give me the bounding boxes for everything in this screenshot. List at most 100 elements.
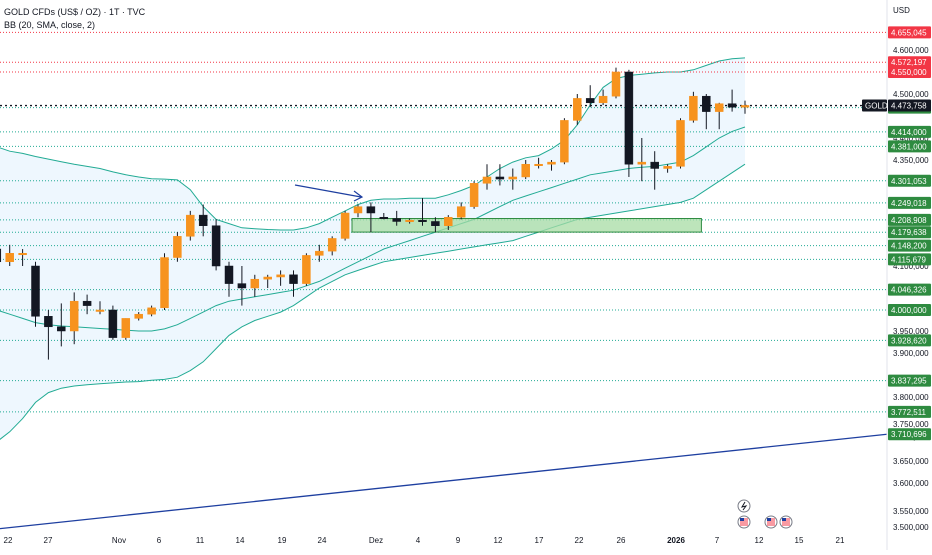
x-tick-label: 26 <box>617 536 626 545</box>
x-tick-label: 19 <box>278 536 287 545</box>
x-tick-label: Dez <box>369 536 383 545</box>
x-tick-label: 15 <box>795 536 804 545</box>
price-tag-green-bg <box>888 374 931 387</box>
price-tags-layer: 4.655,0454.572,1974.550,0004.469,0004.41… <box>862 26 931 441</box>
x-tick-label: 12 <box>755 536 764 545</box>
last-price-tag: 4.473,758 <box>891 102 927 111</box>
price-tag-green-bg <box>888 174 931 187</box>
candle-body <box>508 176 518 180</box>
candle-body <box>69 300 79 332</box>
price-tag-green: 4.414,000 <box>891 128 927 137</box>
price-tag-green: 4.249,018 <box>891 199 927 208</box>
chart-legend: GOLD CFDs (US$ / OZ) · 1T · TVC BB (20, … <box>4 6 145 32</box>
candle-body <box>108 309 118 338</box>
candle-body <box>637 161 647 165</box>
y-tick-label: 4.400,000 <box>893 134 929 143</box>
price-tag-red-bg <box>888 56 931 69</box>
x-tick-label: 2026 <box>667 536 685 545</box>
y-tick-label: 4.100,000 <box>893 262 929 271</box>
y-tick-label: 3.650,000 <box>893 457 929 466</box>
last-price-symbol: GOLD <box>865 102 888 111</box>
candle-body <box>82 300 92 306</box>
price-tag-green-bg <box>888 283 931 296</box>
x-tick-label: 21 <box>836 536 845 545</box>
candle-body <box>624 71 634 165</box>
trendline-layer <box>0 433 888 530</box>
x-tick-label: 27 <box>44 536 53 545</box>
price-tag-green: 4.148,200 <box>891 242 927 251</box>
candle-body <box>714 103 724 112</box>
last-price-tag-bg <box>888 99 931 112</box>
candle-body <box>676 120 685 167</box>
candle-body <box>224 265 234 284</box>
event-marker-us-flag-3[interactable] <box>779 515 793 529</box>
x-tick-label: 11 <box>196 536 205 545</box>
time-axis-layer: 22 27 Nov 6 11 14 19 24 Dez 4 9 12 17 22 26 2026 7 12 15 21 <box>4 536 845 545</box>
price-tag-green-bg <box>888 304 931 316</box>
x-tick-label: 17 <box>535 536 544 545</box>
x-tick-label: 6 <box>157 536 162 545</box>
price-tag-green: 4.208,908 <box>891 216 927 225</box>
x-tick-label: 12 <box>494 536 503 545</box>
candle-body <box>18 253 27 256</box>
event-marker-us-flag-circle <box>737 515 751 529</box>
candle-body <box>121 318 131 338</box>
axis-currency: USD <box>893 6 910 15</box>
x-tick-label: 22 <box>575 536 584 545</box>
price-tag-trendline-bg <box>888 428 931 441</box>
y-tick-label: 4.500,000 <box>893 90 929 99</box>
candle-body <box>560 120 569 163</box>
candle-body <box>173 236 182 258</box>
flag-icon-canton <box>767 518 771 521</box>
candle-body <box>289 274 298 284</box>
legend-symbol[interactable]: GOLD CFDs (US$ / OZ) · 1T · TVC <box>4 7 146 17</box>
price-tag-green-bg <box>888 125 931 138</box>
price-axis-layer: USD 3.500,000 3.550,000 3.600,000 3.650,000 3… <box>886 0 929 550</box>
candle-body <box>611 71 621 97</box>
price-tag-trendline: 3.710,696 <box>891 430 927 439</box>
candle-body <box>456 206 466 218</box>
candle-body <box>495 176 505 180</box>
price-tag-green: 4.179,638 <box>891 228 927 237</box>
price-tag-red: 4.655,045 <box>891 28 927 37</box>
event-marker-us-flag[interactable] <box>737 515 751 529</box>
candle-body <box>663 166 672 169</box>
price-tag-red: 4.550,000 <box>891 68 927 77</box>
price-tag-green-bg <box>888 140 931 153</box>
candle-body <box>740 105 750 108</box>
event-marker-lightning[interactable] <box>737 499 751 513</box>
candle-body <box>650 161 659 169</box>
candle-body <box>147 307 156 315</box>
candle-body <box>5 253 14 263</box>
candle-body <box>444 216 453 226</box>
y-tick-label: 3.900,000 <box>893 349 929 358</box>
candle-body <box>160 257 169 309</box>
price-tag-green: 4.301,053 <box>891 177 927 186</box>
candle-body <box>727 103 737 108</box>
last-price-symbol-bg <box>862 99 887 112</box>
support-zone-layer <box>351 218 702 233</box>
annotation-arrow-head <box>353 190 364 202</box>
rising-trendline <box>0 433 888 530</box>
candle-body <box>689 95 698 121</box>
flag-icon-canton <box>782 518 786 521</box>
x-tick-label: 4 <box>416 536 421 545</box>
event-marker-us-flag-3-circle <box>779 515 793 529</box>
y-tick-label: 3.500,000 <box>893 523 929 532</box>
candles-layer <box>0 67 750 360</box>
event-marker-us-flag-2[interactable] <box>764 515 778 529</box>
candle-body <box>95 309 105 312</box>
price-tag-green-bg <box>888 239 931 252</box>
legend-indicator[interactable]: BB (20, SMA, close, 2) <box>4 20 96 30</box>
y-tick-label: 3.550,000 <box>893 507 929 516</box>
events-layer <box>737 499 793 529</box>
candle-body <box>250 278 260 289</box>
candle-body <box>340 212 350 239</box>
price-tag-green: 3.928,620 <box>891 336 927 345</box>
y-tick-label: 4.350,000 <box>893 156 929 165</box>
candle-body <box>276 274 285 278</box>
price-tag-green-bg <box>888 226 931 239</box>
x-tick-label: 14 <box>236 536 245 545</box>
